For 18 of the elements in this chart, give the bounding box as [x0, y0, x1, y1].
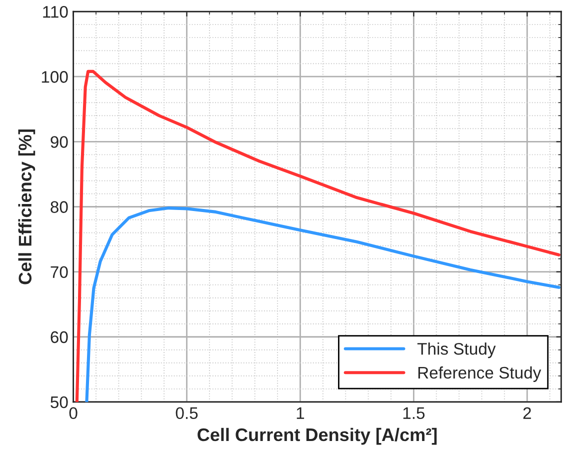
y-tick-label: 110: [43, 6, 68, 18]
y-tick-label: 60: [50, 331, 68, 344]
x-axis-title: Cell Current Density [A/cm²]: [198, 428, 437, 445]
y-tick-label: 80: [50, 201, 68, 213]
y-tick-label: 50: [50, 396, 68, 408]
y-tick-label: 100: [42, 71, 68, 83]
y-axis-title: Cell Efficiency [%]: [18, 129, 36, 284]
x-tick-label: 0: [69, 407, 78, 420]
line-series: [75, 70, 560, 402]
legend-label: This Study: [417, 342, 496, 358]
line-series: [85, 206, 560, 402]
x-tick-label: 1: [296, 407, 304, 419]
x-tick-label: 1.5: [403, 407, 425, 420]
y-tick-label: 70: [50, 266, 68, 278]
legend-label: Reference Study: [418, 366, 542, 382]
x-tick-label: 2: [523, 407, 531, 419]
y-tick-label: 90: [50, 136, 68, 148]
x-tick-label: 0.5: [176, 407, 198, 420]
